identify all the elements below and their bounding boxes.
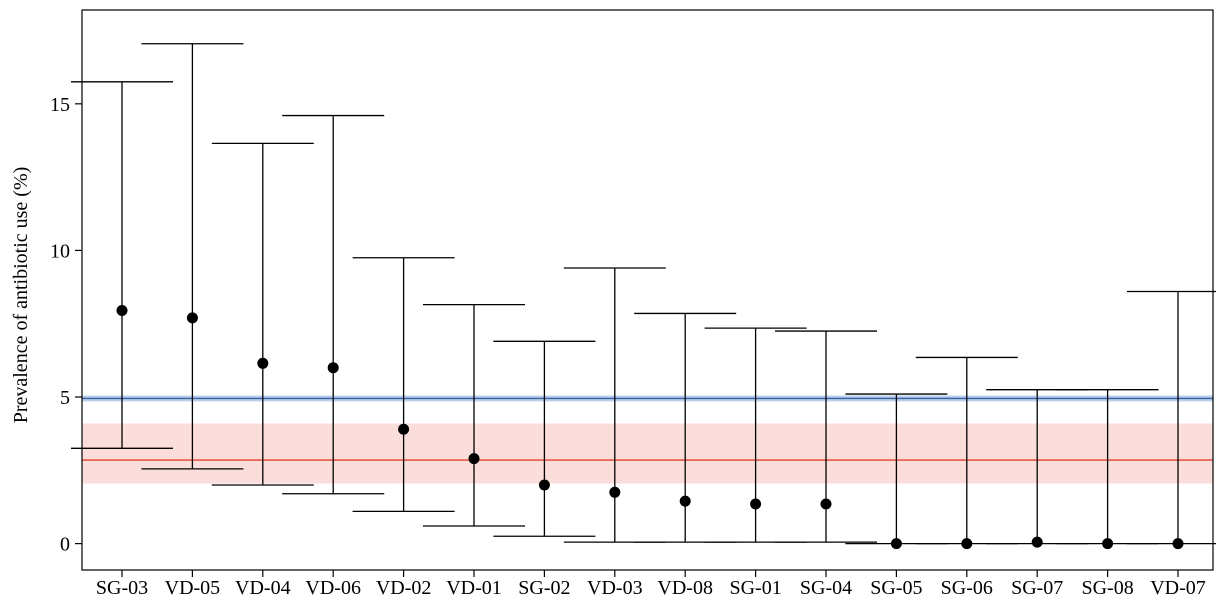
x-tick-label: VD-07 bbox=[1150, 577, 1206, 596]
error-bar bbox=[71, 81, 173, 449]
data-points bbox=[116, 305, 1184, 550]
x-tick-label: VD-04 bbox=[235, 577, 291, 596]
data-point bbox=[398, 423, 410, 435]
data-point bbox=[186, 312, 198, 324]
x-tick-label: SG-02 bbox=[518, 577, 570, 596]
data-point bbox=[468, 453, 480, 465]
reference-bands bbox=[82, 395, 1213, 484]
y-tick-label: 5 bbox=[60, 387, 70, 409]
error-bar bbox=[352, 257, 455, 513]
data-point bbox=[890, 538, 902, 550]
error-bar bbox=[563, 267, 666, 543]
error-bar bbox=[141, 43, 244, 470]
x-tick-label: SG-07 bbox=[1011, 577, 1063, 596]
data-point bbox=[750, 498, 762, 510]
data-point bbox=[679, 495, 691, 507]
error-bar bbox=[423, 304, 525, 527]
error-bar bbox=[211, 142, 314, 486]
reference-lines bbox=[82, 397, 1213, 461]
error-bar bbox=[282, 114, 385, 495]
data-point bbox=[609, 486, 621, 498]
x-tick-label: SG-04 bbox=[800, 577, 852, 596]
y-axis-title: Prevalence of antibiotic use (%) bbox=[10, 167, 32, 424]
y-axis: 0 5 10 15 bbox=[50, 94, 82, 556]
x-tick-label: SG-01 bbox=[729, 577, 781, 596]
data-point bbox=[327, 362, 339, 374]
x-tick-label: VD-01 bbox=[446, 577, 502, 596]
x-tick-label: VD-08 bbox=[657, 577, 713, 596]
error-bar bbox=[1127, 290, 1216, 545]
x-tick-label: VD-02 bbox=[376, 577, 432, 596]
data-point bbox=[257, 357, 269, 369]
data-point bbox=[1102, 538, 1114, 550]
data-point bbox=[820, 498, 832, 510]
data-point bbox=[116, 305, 128, 317]
x-axis: SG-03 VD-05 VD-04 VD-06 VD-02 VD-01 SG-02 VD-03… bbox=[96, 570, 1206, 596]
error-bar bbox=[493, 340, 596, 537]
data-point bbox=[1172, 538, 1184, 550]
x-tick-label: VD-05 bbox=[165, 577, 221, 596]
reference-band bbox=[82, 423, 1213, 484]
data-point bbox=[1031, 536, 1043, 548]
x-tick-label: SG-03 bbox=[96, 577, 148, 596]
data-point bbox=[961, 538, 973, 550]
data-point bbox=[538, 479, 550, 491]
x-tick-label: SG-06 bbox=[941, 577, 993, 596]
x-tick-label: VD-03 bbox=[587, 577, 643, 596]
x-tick-label: VD-06 bbox=[305, 577, 361, 596]
x-tick-label: SG-08 bbox=[1081, 577, 1133, 596]
x-tick-label: SG-05 bbox=[870, 577, 922, 596]
y-tick-label: 15 bbox=[50, 94, 70, 116]
plot-frame bbox=[81, 9, 1214, 571]
y-tick-label: 10 bbox=[50, 240, 70, 262]
y-tick-label: 0 bbox=[60, 534, 70, 556]
